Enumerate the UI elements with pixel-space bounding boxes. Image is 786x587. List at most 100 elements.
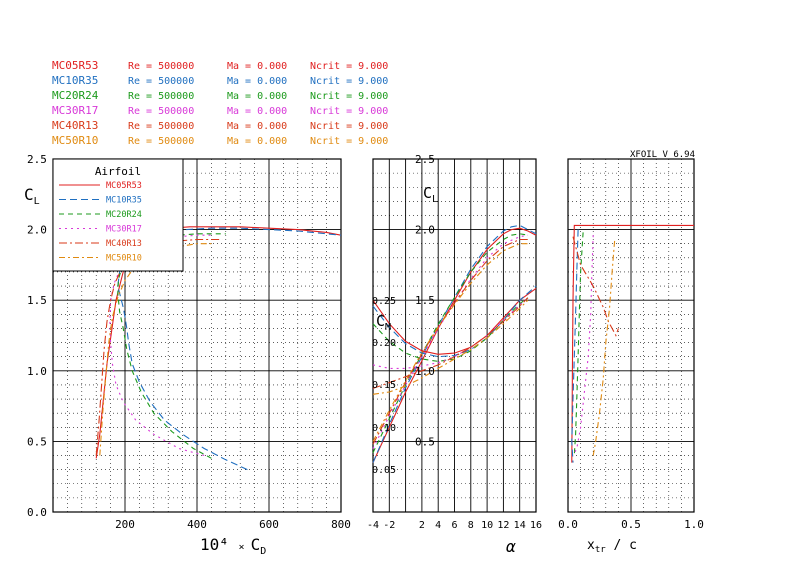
legend-entry-label: MC30R17 bbox=[106, 225, 142, 235]
header-ncrit: Ncrit = 9.000 bbox=[310, 136, 388, 147]
header-mach: Ma = 0.000 bbox=[227, 91, 287, 102]
cm-tick-label: 0.20 bbox=[372, 338, 396, 349]
cm-alpha-series-line bbox=[372, 299, 529, 395]
header-airfoil-name: MC30R17 bbox=[52, 104, 98, 117]
alpha-axis-label: α bbox=[506, 537, 516, 556]
xtr-series-line bbox=[573, 232, 584, 456]
cl-tick-label: 2.5 bbox=[415, 153, 435, 166]
cl-alpha-series-line bbox=[372, 234, 528, 449]
x-axis-label: 10⁴ × CD bbox=[200, 535, 266, 557]
xtr-series-line bbox=[592, 240, 616, 456]
header-ncrit: Ncrit = 9.000 bbox=[310, 91, 388, 102]
cm-axis-label: CM bbox=[376, 312, 391, 333]
axes-frame bbox=[372, 158, 537, 513]
legend-entry-label: MC20R24 bbox=[106, 210, 142, 220]
x-tick-label: 0.5 bbox=[621, 518, 641, 531]
legend-entry-label: MC05R53 bbox=[106, 181, 142, 191]
x-tick-label: 4 bbox=[435, 520, 441, 531]
cl-cd-series-line bbox=[99, 243, 212, 456]
header-ncrit: Ncrit = 9.000 bbox=[310, 61, 388, 72]
xtr-series-line bbox=[572, 235, 594, 456]
x-tick-label: 14 bbox=[514, 520, 526, 531]
legend-entry-label: MC10R35 bbox=[106, 196, 142, 206]
xtr-series-line bbox=[571, 224, 694, 463]
header-airfoil-name: MC40R13 bbox=[52, 119, 98, 132]
version-label: XFOIL V 6.94 bbox=[630, 150, 695, 160]
x-tick-label: -4 bbox=[367, 520, 379, 531]
cl-tick-label: 1.5 bbox=[415, 294, 435, 307]
header-ncrit: Ncrit = 9.000 bbox=[310, 121, 388, 132]
xtr-series-line bbox=[572, 236, 619, 337]
header-mach: Ma = 0.000 bbox=[227, 106, 287, 117]
cl-alpha-series-line bbox=[372, 243, 528, 442]
header-reynolds: Re = 500000 bbox=[128, 121, 194, 132]
x-axis-label: xtr / c bbox=[587, 538, 637, 555]
cl-alpha-series-line bbox=[372, 233, 528, 453]
polar-header: MC05R53 Re = 500000 Ma = 0.000 Ncrit = 9.00… bbox=[52, 59, 388, 147]
x-tick-label: 16 bbox=[530, 520, 542, 531]
x-tick-label: 2 bbox=[419, 520, 425, 531]
cm-alpha-series-line bbox=[372, 297, 529, 389]
cm-alpha-series-line bbox=[372, 285, 537, 358]
x-tick-label: 200 bbox=[115, 518, 135, 531]
header-reynolds: Re = 500000 bbox=[128, 76, 194, 87]
cl-tick-label: 0.5 bbox=[415, 435, 435, 448]
xtr-series-line bbox=[571, 229, 579, 463]
header-ncrit: Ncrit = 9.000 bbox=[310, 106, 388, 117]
header-reynolds: Re = 500000 bbox=[128, 61, 194, 72]
cl-cd-series-line bbox=[95, 363, 108, 459]
cm-tick-label: 0.05 bbox=[372, 465, 396, 476]
cm-alpha-series-line bbox=[372, 287, 537, 355]
axes-frame bbox=[567, 158, 695, 513]
x-tick-label: 800 bbox=[331, 518, 351, 531]
cl-cd-series-line bbox=[117, 233, 226, 459]
header-ncrit: Ncrit = 9.000 bbox=[310, 76, 388, 87]
header-reynolds: Re = 500000 bbox=[128, 91, 194, 102]
cl-tick-label: 2.0 bbox=[415, 224, 435, 237]
axes-frame bbox=[52, 158, 342, 513]
cm-tick-label: 0.10 bbox=[372, 423, 396, 434]
x-tick-label: 10 bbox=[481, 520, 493, 531]
legend-entry-label: MC50R10 bbox=[106, 254, 142, 264]
cl-alpha-series-line bbox=[372, 224, 537, 463]
cm-tick-label: 0.25 bbox=[372, 296, 396, 307]
header-mach: Ma = 0.000 bbox=[227, 76, 287, 87]
x-tick-label: 0.0 bbox=[558, 518, 578, 531]
header-reynolds: Re = 500000 bbox=[128, 136, 194, 147]
x-tick-label: 400 bbox=[187, 518, 207, 531]
x-tick-label: 1.0 bbox=[684, 518, 704, 531]
header-mach: Ma = 0.000 bbox=[227, 136, 287, 147]
header-airfoil-name: MC20R24 bbox=[52, 89, 99, 102]
y-tick-label: 1.0 bbox=[27, 365, 47, 378]
header-mach: Ma = 0.000 bbox=[227, 121, 287, 132]
header-reynolds: Re = 500000 bbox=[128, 106, 194, 117]
y-axis-label: CL bbox=[24, 185, 40, 207]
cm-tick-label: 0.15 bbox=[372, 380, 396, 391]
header-airfoil-name: MC10R35 bbox=[52, 74, 98, 87]
y-tick-label: 0.5 bbox=[27, 435, 47, 448]
transition-panel: 0.0 0.5 1.0 xtr / c bbox=[558, 158, 704, 555]
legend-box bbox=[52, 158, 184, 272]
x-tick-label: 8 bbox=[468, 520, 474, 531]
cl-cd-series-line bbox=[95, 238, 223, 456]
x-tick-label: -2 bbox=[383, 520, 395, 531]
cl-axis-label: CL bbox=[423, 184, 438, 205]
x-tick-label: 6 bbox=[451, 520, 457, 531]
y-tick-label: 2.0 bbox=[27, 224, 47, 237]
header-airfoil-name: MC05R53 bbox=[52, 59, 98, 72]
legend-entry-label: MC40R13 bbox=[106, 239, 142, 249]
header-mach: Ma = 0.000 bbox=[227, 61, 287, 72]
cl-alpha-series-line bbox=[372, 227, 537, 463]
legend-title: Airfoil bbox=[95, 165, 141, 178]
cl-cd-series-line bbox=[109, 234, 212, 457]
header-airfoil-name: MC50R10 bbox=[52, 134, 98, 147]
legend: Airfoil MC05R53 MC10R35 MC20R24 MC30R17 MC40R… bbox=[52, 158, 184, 272]
alpha-panel: 0.5 1.0 1.5 2.0 2.5 0.25 0.20 0.15 0.10 0.05 -4 -2 2… bbox=[367, 153, 542, 556]
cl-tick-label: 1.0 bbox=[415, 365, 435, 378]
x-tick-label: 12 bbox=[497, 520, 509, 531]
y-tick-label: 1.5 bbox=[27, 294, 47, 307]
y-tick-label: 2.5 bbox=[27, 153, 47, 166]
x-tick-label: 600 bbox=[259, 518, 279, 531]
y-tick-label: 0.0 bbox=[27, 506, 47, 519]
